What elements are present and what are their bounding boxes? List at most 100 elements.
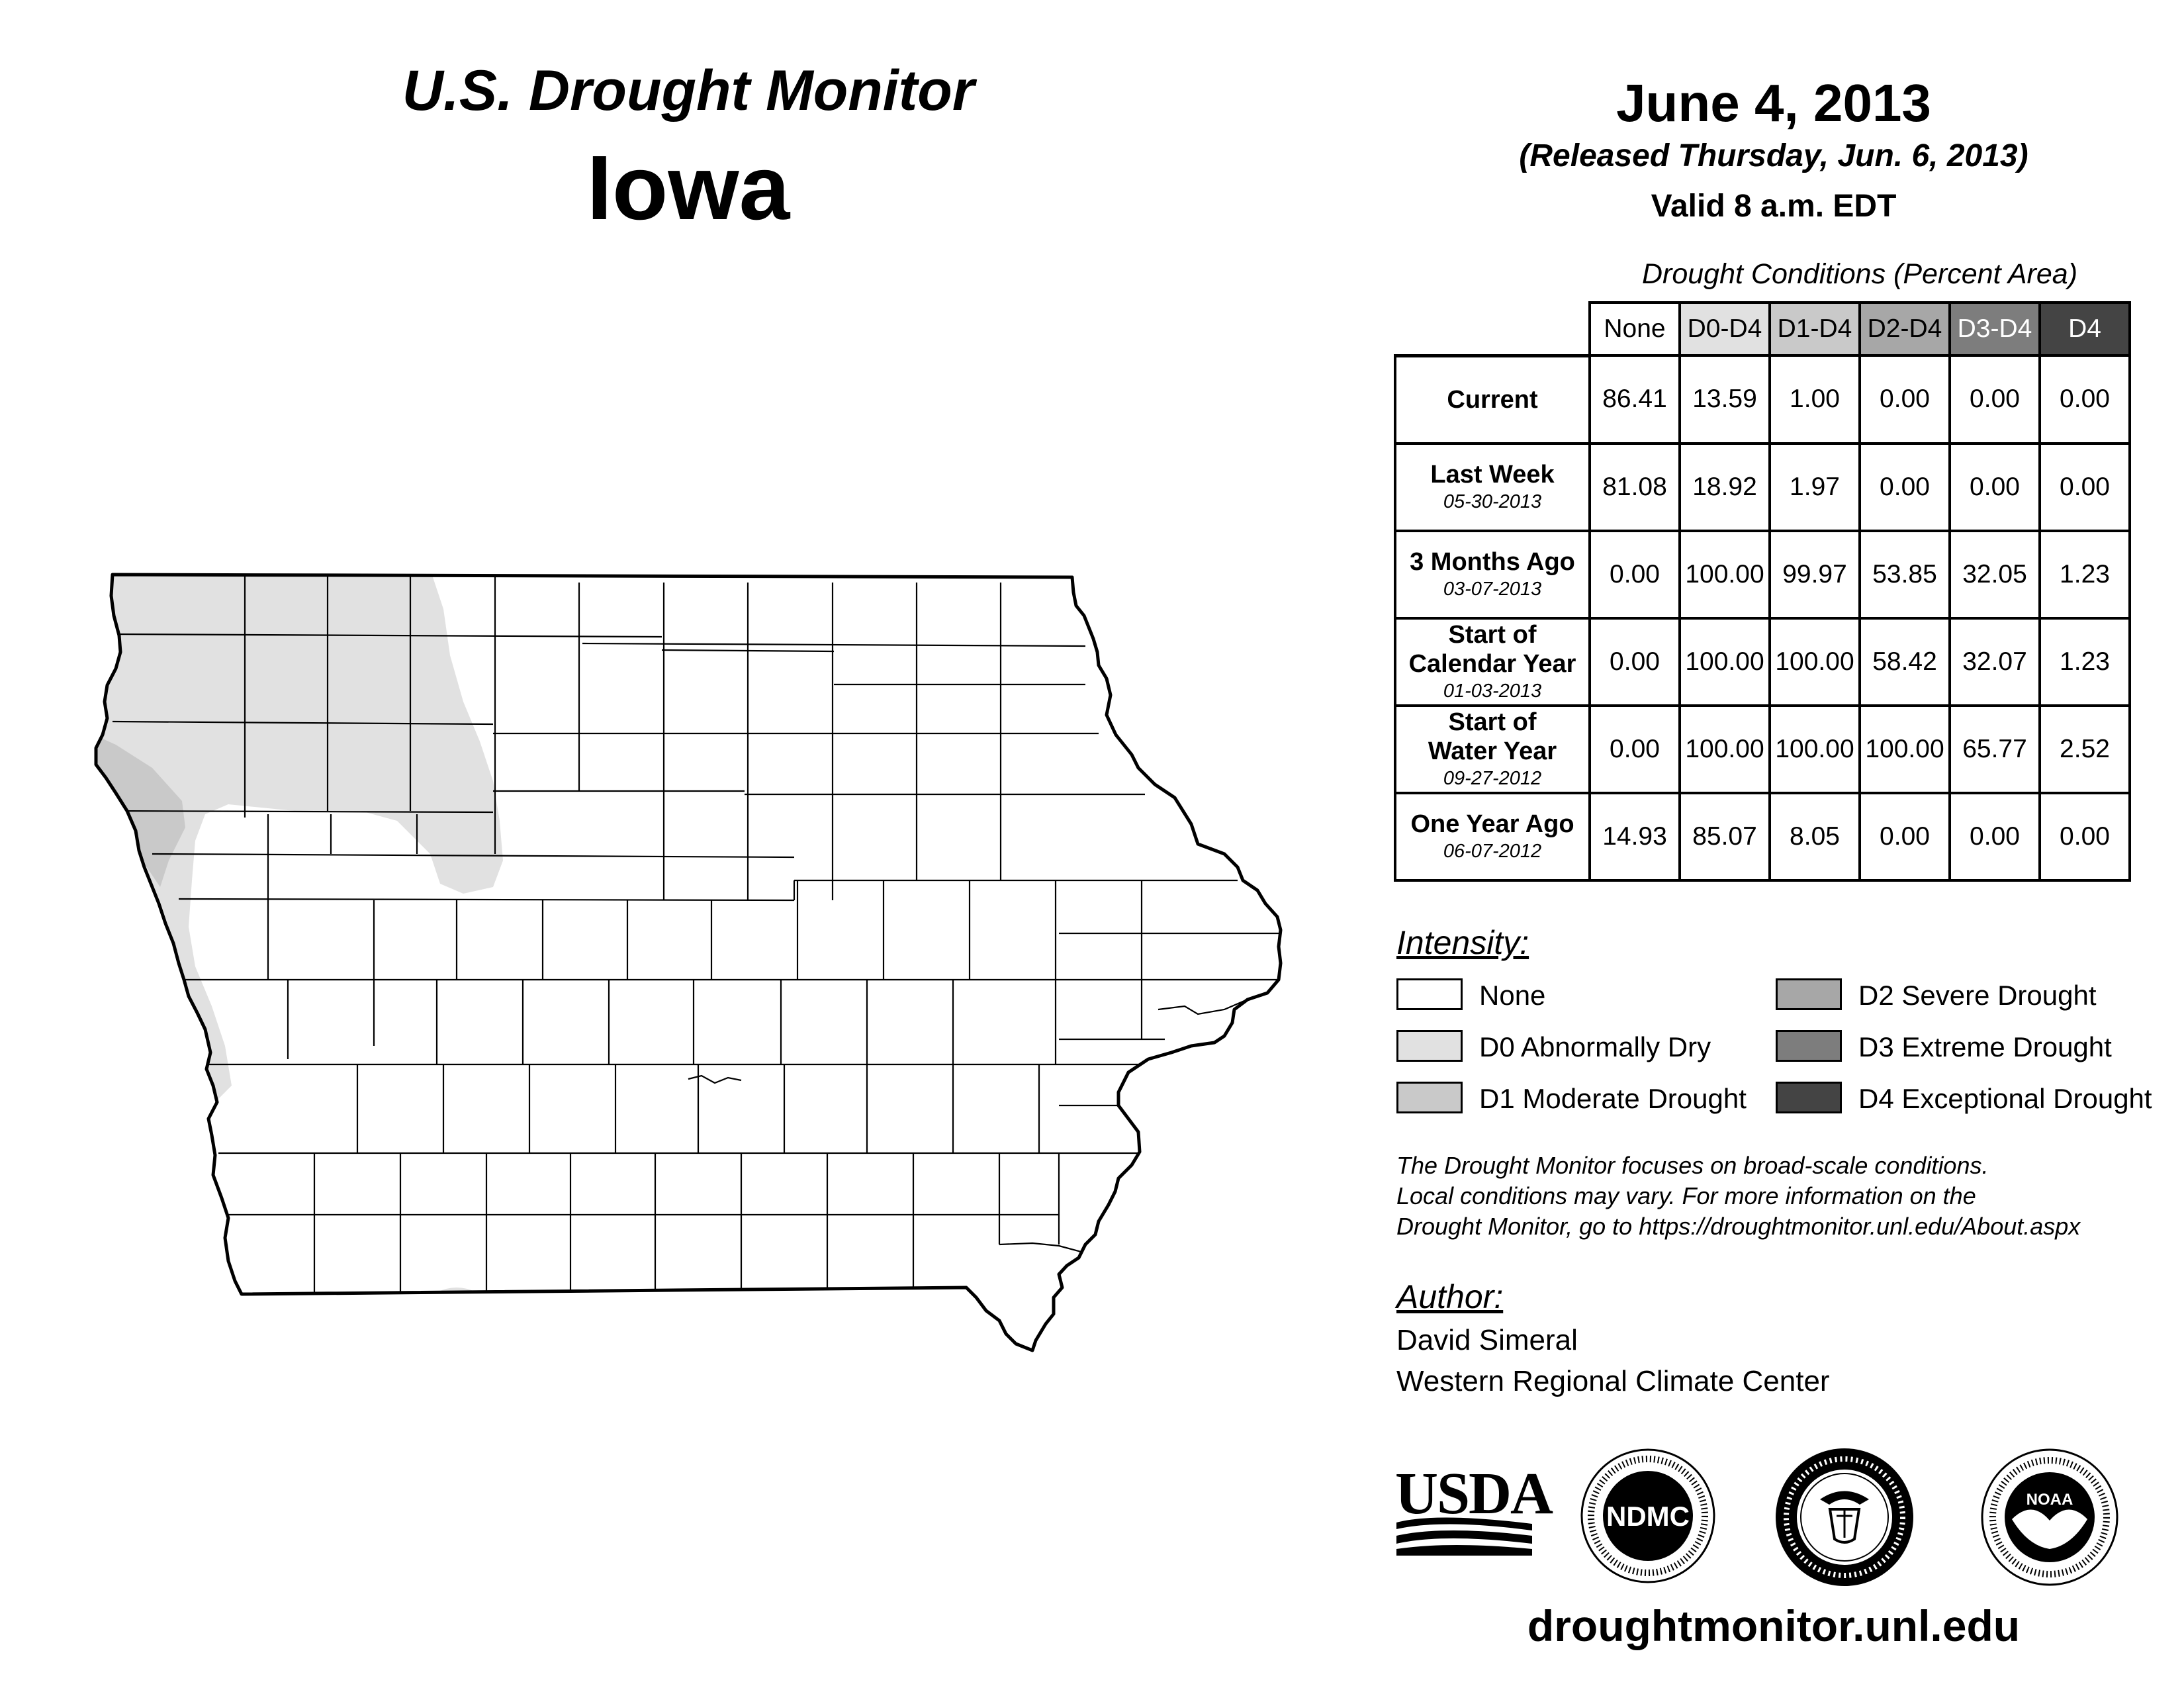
table-cell: 0.00 bbox=[1858, 442, 1951, 532]
release-date: (Released Thursday, Jun. 6, 2013) bbox=[1519, 138, 2028, 173]
ndmc-logo-text: NDMC bbox=[1606, 1501, 1690, 1532]
legend-swatch bbox=[1776, 978, 1842, 1010]
table-cell: 0.00 bbox=[1858, 354, 1951, 445]
table-cell: 100.00 bbox=[1768, 704, 1861, 794]
department-of-commerce-seal bbox=[1776, 1448, 1913, 1586]
row-label: 3 Months Ago 03-07-2013 bbox=[1394, 529, 1591, 620]
table-row-start-calendar-year: Start of Calendar Year 01-03-2013 0.00 100… bbox=[1394, 616, 2131, 707]
table-cell: 85.07 bbox=[1678, 791, 1771, 882]
table-cell: 18.92 bbox=[1678, 442, 1771, 532]
d1-region-west bbox=[96, 728, 185, 887]
table-cell: 13.59 bbox=[1678, 354, 1771, 445]
table-cell: 99.97 bbox=[1768, 529, 1861, 620]
row-label: One Year Ago 06-07-2012 bbox=[1394, 791, 1591, 882]
d0-region-northwest bbox=[96, 575, 503, 1099]
table-caption: Drought Conditions (Percent Area) bbox=[1641, 258, 2078, 290]
col-header-d2-d4: D2-D4 bbox=[1858, 301, 1951, 357]
ndmc-logo: NDMC bbox=[1580, 1448, 1715, 1583]
drought-conditions-table: None D0-D4 D1-D4 D2-D4 D3-D4 D4 Current … bbox=[1394, 301, 2131, 882]
table-row-last-week: Last Week 05-30-2013 81.08 18.92 1.97 0.0… bbox=[1394, 442, 2131, 532]
legend-label: D3 Extreme Drought bbox=[1858, 1031, 2112, 1062]
legend-label: D1 Moderate Drought bbox=[1479, 1083, 1747, 1114]
table-row-current: Current 86.41 13.59 1.00 0.00 0.00 0.00 bbox=[1394, 354, 2131, 445]
table-cell: 65.77 bbox=[1948, 704, 2041, 794]
legend-label: D2 Severe Drought bbox=[1858, 980, 2097, 1011]
table-cell: 1.23 bbox=[2038, 529, 2131, 620]
iowa-state-outline bbox=[94, 573, 1283, 1352]
table-cell: 8.05 bbox=[1768, 791, 1861, 882]
legend-title: Intensity: bbox=[1396, 924, 1529, 961]
map-title: U.S. Drought Monitor bbox=[402, 59, 975, 122]
author-title: Author: bbox=[1396, 1278, 1504, 1315]
row-date: 09-27-2012 bbox=[1443, 767, 1542, 789]
legend-swatch bbox=[1396, 1030, 1463, 1062]
table-cell: 81.08 bbox=[1588, 442, 1681, 532]
table-cell: 1.23 bbox=[2038, 616, 2131, 707]
table-cell: 1.97 bbox=[1768, 442, 1861, 532]
row-date: 03-07-2013 bbox=[1443, 578, 1542, 600]
table-cell: 0.00 bbox=[2038, 791, 2131, 882]
col-header-d1-d4: D1-D4 bbox=[1768, 301, 1861, 357]
valid-time: Valid 8 a.m. EDT bbox=[1651, 189, 1897, 224]
table-cell: 0.00 bbox=[2038, 442, 2131, 532]
table-cell: 0.00 bbox=[1588, 704, 1681, 794]
table-cell: 0.00 bbox=[1948, 442, 2041, 532]
col-header-none: None bbox=[1588, 301, 1681, 357]
table-cell: 86.41 bbox=[1588, 354, 1681, 445]
table-row-start-water-year: Start of Water Year 09-27-2012 0.00 100.00… bbox=[1394, 704, 2131, 794]
col-header-d3-d4: D3-D4 bbox=[1948, 301, 2041, 357]
usda-logo-waves bbox=[1396, 1517, 1532, 1556]
usda-logo-text: USDA bbox=[1395, 1461, 1553, 1526]
table-cell: 2.52 bbox=[2038, 704, 2131, 794]
iowa-drought-map bbox=[94, 573, 1283, 1352]
table-cell: 100.00 bbox=[1678, 529, 1771, 620]
legend-swatch bbox=[1776, 1030, 1842, 1062]
table-cell: 100.00 bbox=[1678, 704, 1771, 794]
table-header-row: None D0-D4 D1-D4 D2-D4 D3-D4 D4 bbox=[1395, 301, 2131, 357]
table-cell: 100.00 bbox=[1678, 616, 1771, 707]
table-cell: 0.00 bbox=[1948, 354, 2041, 445]
table-cell: 100.00 bbox=[1768, 616, 1861, 707]
row-date: 05-30-2013 bbox=[1443, 491, 1542, 512]
table-cell: 0.00 bbox=[1948, 791, 2041, 882]
row-label: Start of Calendar Year 01-03-2013 bbox=[1394, 616, 1591, 707]
legend-label: None bbox=[1479, 980, 1546, 1011]
row-label: Start of Water Year 09-27-2012 bbox=[1394, 704, 1591, 794]
table-row-one-year-ago: One Year Ago 06-07-2012 14.93 85.07 8.05 … bbox=[1394, 791, 2131, 882]
row-date: 01-03-2013 bbox=[1443, 680, 1542, 702]
table-cell: 14.93 bbox=[1588, 791, 1681, 882]
header-blank-cell bbox=[1395, 303, 1591, 357]
legend-label: D4 Exceptional Drought bbox=[1858, 1083, 2152, 1114]
disclaimer-line: Local conditions may vary. For more info… bbox=[1396, 1182, 1976, 1209]
table-cell: 32.05 bbox=[1948, 529, 2041, 620]
table-cell: 0.00 bbox=[2038, 354, 2131, 445]
noaa-logo: NOAA bbox=[1981, 1448, 2118, 1586]
table-cell: 0.00 bbox=[1588, 616, 1681, 707]
table-cell: 58.42 bbox=[1858, 616, 1951, 707]
row-date: 06-07-2012 bbox=[1443, 840, 1542, 862]
county-boundaries bbox=[112, 575, 1281, 1294]
table-cell: 0.00 bbox=[1588, 529, 1681, 620]
state-name: Iowa bbox=[586, 137, 790, 239]
legend-swatch bbox=[1776, 1082, 1842, 1113]
row-label: Last Week 05-30-2013 bbox=[1394, 442, 1591, 532]
author-organization: Western Regional Climate Center bbox=[1396, 1365, 1830, 1397]
table-cell: 0.00 bbox=[1858, 791, 1951, 882]
table-row-3-months-ago: 3 Months Ago 03-07-2013 0.00 100.00 99.97… bbox=[1394, 529, 2131, 620]
table-cell: 1.00 bbox=[1768, 354, 1861, 445]
legend-label: D0 Abnormally Dry bbox=[1479, 1031, 1711, 1062]
table-cell: 100.00 bbox=[1858, 704, 1951, 794]
noaa-logo-text: NOAA bbox=[2026, 1491, 2073, 1509]
map-date: June 4, 2013 bbox=[1616, 73, 1931, 132]
legend-swatch bbox=[1396, 978, 1463, 1010]
footer-website-link[interactable]: droughtmonitor.unl.edu bbox=[1527, 1601, 2021, 1650]
disclaimer-line: Drought Monitor, go to https://droughtmo… bbox=[1396, 1213, 2081, 1240]
table-cell: 53.85 bbox=[1858, 529, 1951, 620]
table-cell: 32.07 bbox=[1948, 616, 2041, 707]
col-header-d4: D4 bbox=[2038, 301, 2131, 357]
legend-swatch bbox=[1396, 1082, 1463, 1113]
row-label: Current bbox=[1394, 354, 1591, 445]
disclaimer-text: The Drought Monitor focuses on broad-sca… bbox=[1396, 1150, 2080, 1242]
col-header-d0-d4: D0-D4 bbox=[1678, 301, 1771, 357]
disclaimer-line: The Drought Monitor focuses on broad-sca… bbox=[1396, 1152, 1989, 1179]
